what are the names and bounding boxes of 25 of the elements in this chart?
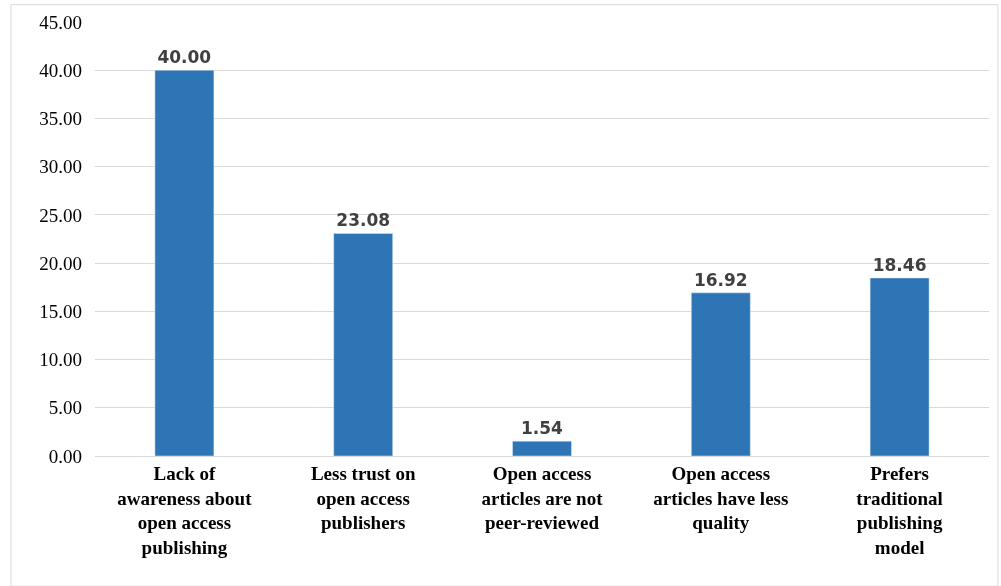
- x-tick-label: Lack of awareness about open access publishing: [117, 462, 253, 558]
- x-tick-label: Less trust on open access publishers: [310, 462, 416, 534]
- y-tick-label: 30.00: [39, 156, 82, 178]
- data-label: 16.92: [693, 269, 748, 290]
- bar: [869, 277, 930, 456]
- data-label: 18.46: [872, 254, 927, 275]
- y-tick-label: 35.00: [39, 108, 82, 130]
- y-tick-label: 10.00: [39, 349, 82, 371]
- x-tick-label: Open access articles have less quality: [653, 462, 789, 534]
- bar: [691, 292, 751, 456]
- bar: [154, 69, 215, 456]
- y-tick-label: 5.00: [48, 397, 82, 419]
- y-tick-label: 0.00: [48, 445, 82, 467]
- y-tick-label: 15.00: [39, 300, 82, 322]
- y-tick-label: 25.00: [39, 204, 82, 226]
- x-tick-label: Prefers traditional publishing model: [856, 462, 943, 558]
- data-label: 1.54: [520, 418, 564, 439]
- data-label: 40.00: [157, 47, 212, 68]
- data-label: 23.08: [336, 210, 391, 231]
- y-tick-label: 20.00: [39, 252, 82, 274]
- bar: [333, 233, 393, 456]
- y-tick-label: 40.00: [39, 59, 82, 81]
- y-tick-label: 45.00: [39, 11, 82, 33]
- x-tick-label: Open access articles are not peer-reviewed: [481, 462, 604, 534]
- bar: [512, 440, 572, 456]
